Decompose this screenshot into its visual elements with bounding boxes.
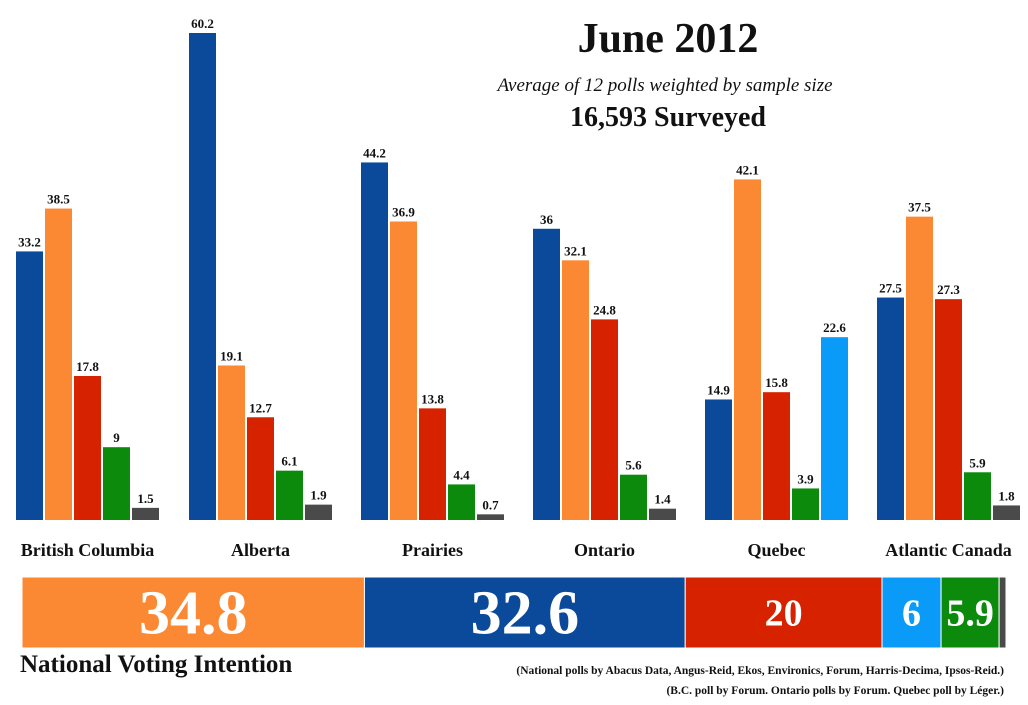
national-segment-3: [881, 576, 942, 649]
bar-label-2-2: 13.8: [421, 391, 444, 406]
national-value-4: 5.9: [946, 592, 994, 634]
chart-subtitle: Average of 12 polls weighted by sample s…: [497, 75, 833, 96]
bar-0-2: [74, 376, 101, 520]
bar-4-0: [705, 399, 732, 520]
national-value-3: 6: [902, 592, 921, 634]
bar-1-2: [247, 417, 274, 520]
bar-label-1-3: 6.1: [281, 454, 297, 469]
national-value-2: 20: [765, 592, 803, 634]
bar-5-4: [993, 505, 1020, 520]
bar-2-4: [477, 514, 504, 520]
bar-2-3: [448, 484, 475, 520]
bar-4-3: [792, 488, 819, 520]
region-label-0: British Columbia: [21, 540, 155, 560]
bar-label-0-4: 1.5: [137, 491, 154, 506]
source-note-national: (National polls by Abacus Data, Angus-Re…: [516, 665, 1004, 677]
bar-0-1: [45, 208, 72, 520]
bar-1-3: [276, 470, 303, 520]
bar-label-3-4: 1.4: [654, 492, 671, 507]
national-value-1: 32.6: [471, 580, 580, 648]
bar-label-3-2: 24.8: [593, 302, 616, 317]
region-label-2: Prairies: [402, 540, 463, 560]
bar-3-4: [649, 508, 676, 520]
bar-5-0: [877, 297, 904, 520]
region-label-5: Atlantic Canada: [885, 540, 1012, 560]
bar-label-0-1: 38.5: [47, 192, 70, 207]
bar-label-2-3: 4.4: [453, 467, 470, 482]
bar-label-1-4: 1.9: [310, 488, 327, 503]
bar-3-2: [591, 319, 618, 520]
bar-label-5-2: 27.3: [937, 282, 960, 297]
bar-label-5-4: 1.8: [998, 488, 1015, 503]
surveyed-count: 16,593 Surveyed: [570, 102, 766, 133]
bar-5-2: [935, 299, 962, 520]
bar-3-0: [533, 228, 560, 521]
bar-0-4: [132, 507, 159, 520]
region-label-1: Alberta: [231, 540, 290, 560]
bar-2-0: [361, 162, 388, 520]
bar-0-3: [103, 447, 130, 520]
national-value-0: 34.8: [139, 580, 248, 648]
bar-5-1: [906, 216, 933, 520]
bar-label-0-0: 33.2: [18, 234, 41, 249]
chart-title: June 2012: [577, 16, 759, 62]
bar-label-4-4: 22.6: [823, 320, 846, 335]
bar-label-4-0: 14.9: [707, 382, 730, 397]
bar-label-3-1: 32.1: [564, 243, 587, 258]
bar-label-1-1: 19.1: [220, 348, 243, 363]
bar-label-3-3: 5.6: [625, 458, 642, 473]
bar-1-1: [218, 365, 245, 520]
national-segment-1: [363, 576, 686, 649]
bar-label-5-0: 27.5: [879, 281, 902, 296]
bar-label-2-0: 44.2: [363, 145, 386, 160]
bar-1-4: [305, 504, 332, 520]
bar-label-4-3: 3.9: [797, 471, 814, 486]
bar-label-1-2: 12.7: [249, 400, 272, 415]
source-note-provincial: (B.C. poll by Forum. Ontario polls by Fo…: [666, 685, 1004, 697]
bar-label-5-3: 5.9: [969, 455, 986, 470]
national-voting-label: National Voting Intention: [20, 651, 293, 678]
bar-label-1-0: 60.2: [191, 16, 214, 31]
bar-4-2: [763, 392, 790, 520]
bar-2-1: [390, 221, 417, 520]
bar-4-1: [734, 179, 761, 520]
national-segment-5: [998, 576, 1007, 649]
bar-label-0-2: 17.8: [76, 359, 99, 374]
bar-label-2-4: 0.7: [482, 497, 499, 512]
bar-label-0-3: 9: [113, 430, 120, 445]
bar-label-4-2: 15.8: [765, 375, 788, 390]
bar-4-4: [821, 337, 848, 520]
bar-0-0: [16, 251, 43, 520]
bar-2-2: [419, 408, 446, 520]
bar-5-3: [964, 472, 991, 520]
bar-label-4-1: 42.1: [736, 162, 759, 177]
bar-label-2-1: 36.9: [392, 204, 415, 219]
national-segment-0: [21, 576, 365, 649]
region-label-4: Quebec: [748, 540, 806, 560]
bar-3-1: [562, 260, 589, 520]
region-label-3: Ontario: [574, 540, 635, 560]
bar-1-0: [189, 33, 216, 520]
bar-label-5-1: 37.5: [908, 200, 931, 215]
bar-label-3-0: 36: [540, 212, 554, 227]
bar-3-3: [620, 474, 647, 520]
national-segment-2: [684, 576, 883, 649]
